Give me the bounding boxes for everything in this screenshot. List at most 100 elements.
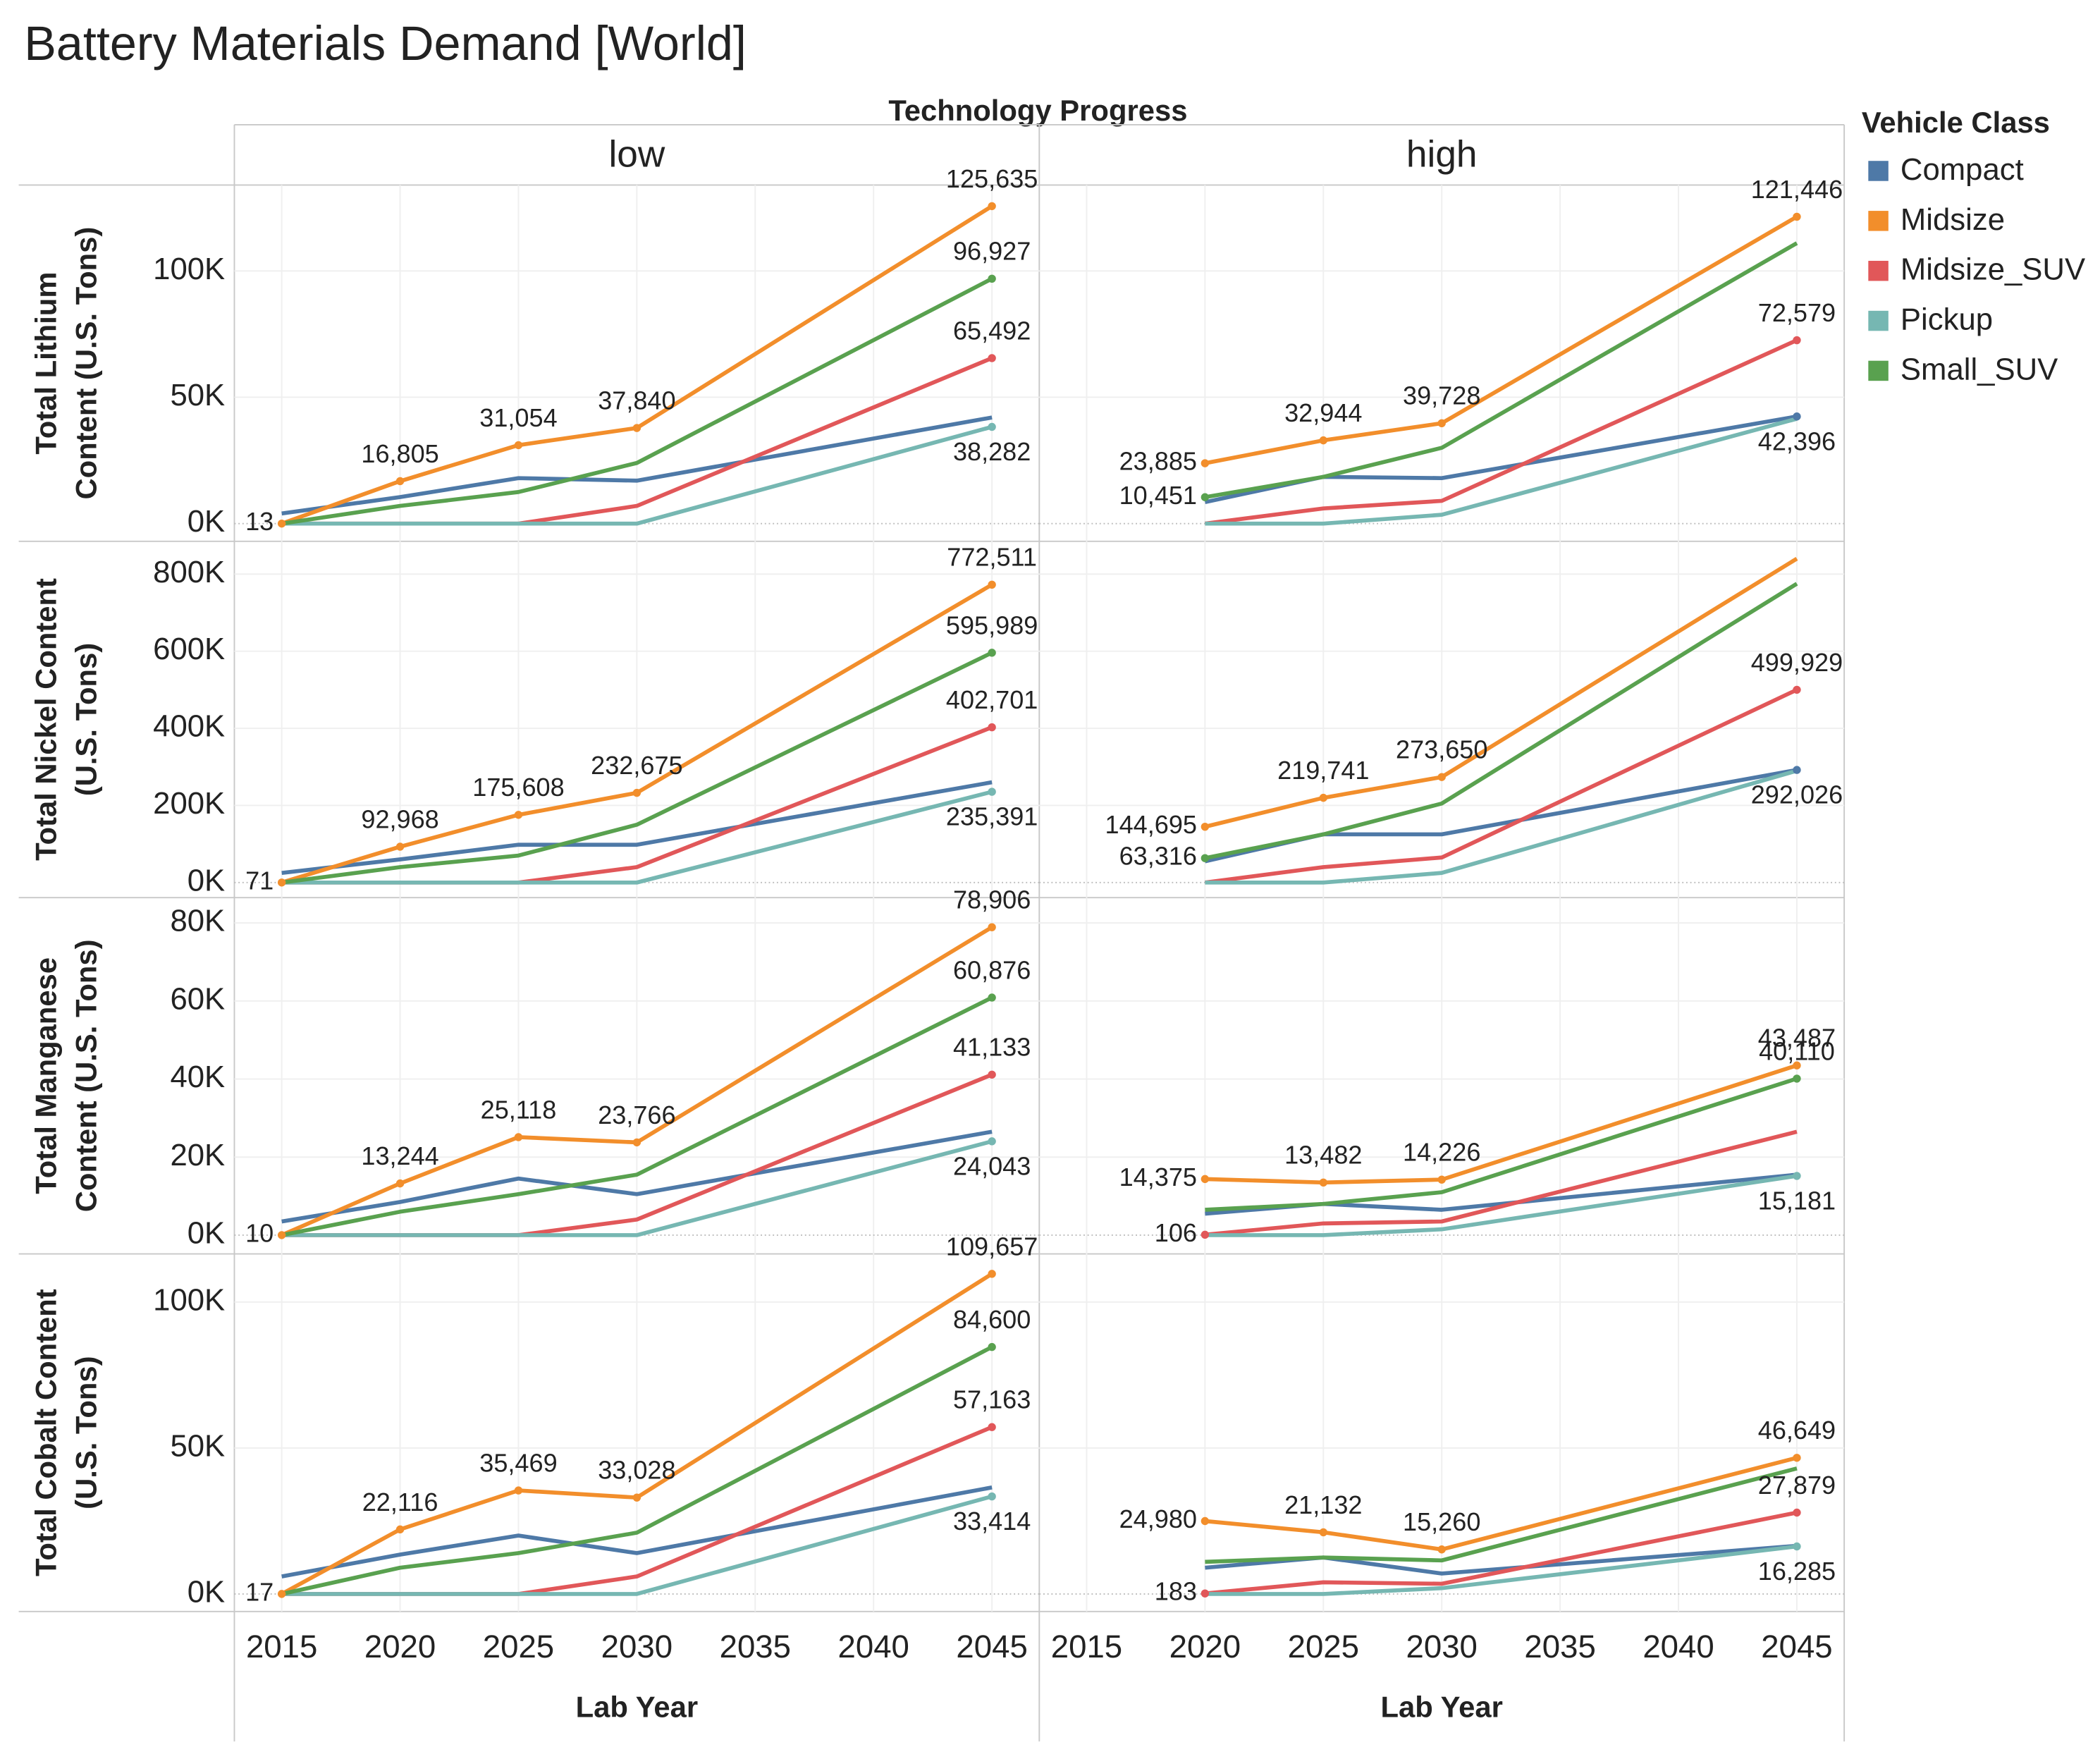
- point: [988, 993, 996, 1002]
- point: [988, 1423, 996, 1431]
- x-tick-label: 2030: [601, 1629, 673, 1665]
- x-tick-label: 2040: [1642, 1629, 1714, 1665]
- point: [1201, 1230, 1210, 1239]
- data-label: 25,118: [481, 1095, 557, 1124]
- point: [1793, 1454, 1801, 1462]
- data-label: 109,657: [946, 1232, 1038, 1261]
- y-tick-label: 50K: [170, 378, 225, 412]
- point: [514, 1486, 523, 1495]
- point: [1201, 459, 1210, 467]
- data-label: 40,110: [1759, 1036, 1835, 1065]
- data-label: 60,876: [953, 955, 1031, 984]
- panel: 144,695 63,316 219,741 273,650 292,026 499,92…: [1039, 541, 1845, 898]
- panel: high 23,885 10,451 32,944 39,728 42,396 121,44…: [1039, 134, 1845, 541]
- point: [988, 580, 996, 589]
- point: [1793, 1074, 1801, 1083]
- series-line: [281, 1494, 993, 1596]
- y-axis-label-line: Total Nickel Content: [29, 578, 62, 861]
- point: [988, 422, 996, 431]
- x-tick-label: 2020: [364, 1629, 436, 1665]
- x-tick-label: 2030: [1406, 1629, 1478, 1665]
- y-axis-label: Total Lithium Content (U.S. Tons): [29, 227, 102, 500]
- x-tick-label: 2045: [1761, 1629, 1832, 1665]
- point: [988, 202, 996, 211]
- data-label: 121,446: [1751, 175, 1843, 204]
- column-header: high: [1406, 134, 1478, 176]
- data-label: 14,226: [1403, 1138, 1480, 1167]
- data-label: 32,944: [1284, 398, 1362, 427]
- point: [988, 1137, 996, 1146]
- point: [277, 519, 286, 528]
- y-tick-label: 0K: [188, 504, 225, 539]
- y-axis-label-line: (U.S. Tons): [69, 643, 102, 796]
- point: [1319, 436, 1327, 445]
- data-label: 35,469: [479, 1448, 557, 1477]
- point: [1319, 793, 1327, 802]
- data-label: 92,968: [361, 804, 438, 833]
- data-label: 46,649: [1758, 1416, 1836, 1445]
- point: [1201, 822, 1210, 831]
- series-line: [1205, 1466, 1798, 1564]
- data-label: 38,282: [953, 437, 1031, 466]
- y-axis-label-line: Content (U.S. Tons): [69, 939, 102, 1212]
- data-label: 232,675: [591, 751, 682, 780]
- data-label: 16,805: [361, 439, 438, 468]
- series-line: [1205, 768, 1798, 885]
- data-label: 10: [245, 1218, 274, 1247]
- data-label: 21,132: [1284, 1490, 1362, 1519]
- y-tick-label: 0K: [188, 863, 225, 897]
- legend-label: Midsize_SUV: [1901, 252, 2085, 287]
- data-label: 106: [1155, 1218, 1197, 1247]
- point: [988, 1492, 996, 1501]
- point: [1793, 1542, 1801, 1551]
- data-label: 37,840: [598, 386, 675, 415]
- x-tick-label: 2035: [1524, 1629, 1595, 1665]
- y-axis-label-line: Total Cobalt Content: [29, 1289, 62, 1576]
- point: [1793, 1508, 1801, 1517]
- x-tick-label: 2015: [1051, 1629, 1122, 1665]
- data-label: 292,026: [1751, 780, 1843, 809]
- point: [277, 878, 286, 887]
- x-tick-label: 2025: [483, 1629, 554, 1665]
- y-tick-label: 60K: [170, 981, 225, 1016]
- data-label: 23,766: [598, 1101, 675, 1129]
- series-line: [1205, 417, 1798, 526]
- frame: [18, 123, 1846, 1742]
- point: [395, 477, 405, 486]
- data-label: 84,600: [953, 1305, 1031, 1334]
- series-line: [281, 995, 993, 1237]
- series-line: [281, 1139, 993, 1237]
- legend-swatch: [1868, 260, 1889, 281]
- point: [988, 723, 996, 732]
- data-label: 17: [245, 1577, 274, 1606]
- series-line: [1205, 1510, 1798, 1596]
- series-line: [1205, 1174, 1798, 1237]
- data-label: 65,492: [953, 316, 1031, 345]
- point: [632, 424, 641, 432]
- data-label: 273,650: [1396, 735, 1487, 764]
- data-label: 219,741: [1277, 756, 1369, 785]
- panel: 2015 2020 2025 2030 2035 2040 2045 Lab Year 24,9…: [1039, 1254, 1845, 1724]
- data-label: 63,316: [1119, 842, 1197, 871]
- point: [514, 1133, 523, 1141]
- data-label: 22,116: [362, 1488, 438, 1516]
- series-line: [1205, 1077, 1798, 1212]
- legend-label: Pickup: [1901, 302, 1993, 337]
- point: [1437, 1545, 1446, 1554]
- point: [395, 1525, 405, 1534]
- series-line: [281, 790, 993, 885]
- column-header: low: [608, 134, 665, 176]
- point: [1793, 412, 1801, 421]
- data-label: 33,414: [953, 1507, 1031, 1536]
- y-axis-label: Total Manganese Content (U.S. Tons): [29, 939, 102, 1212]
- y-tick-label: 0K: [188, 1215, 225, 1250]
- data-label: 595,989: [946, 611, 1038, 639]
- series-line: [1204, 214, 1798, 465]
- data-label: 15,260: [1403, 1507, 1480, 1536]
- data-label: 125,635: [946, 164, 1038, 193]
- x-tick-label: 2025: [1288, 1629, 1359, 1665]
- data-label: 27,879: [1758, 1471, 1836, 1500]
- legend-swatch: [1868, 310, 1889, 331]
- point: [632, 788, 641, 797]
- series-line: [1205, 338, 1798, 526]
